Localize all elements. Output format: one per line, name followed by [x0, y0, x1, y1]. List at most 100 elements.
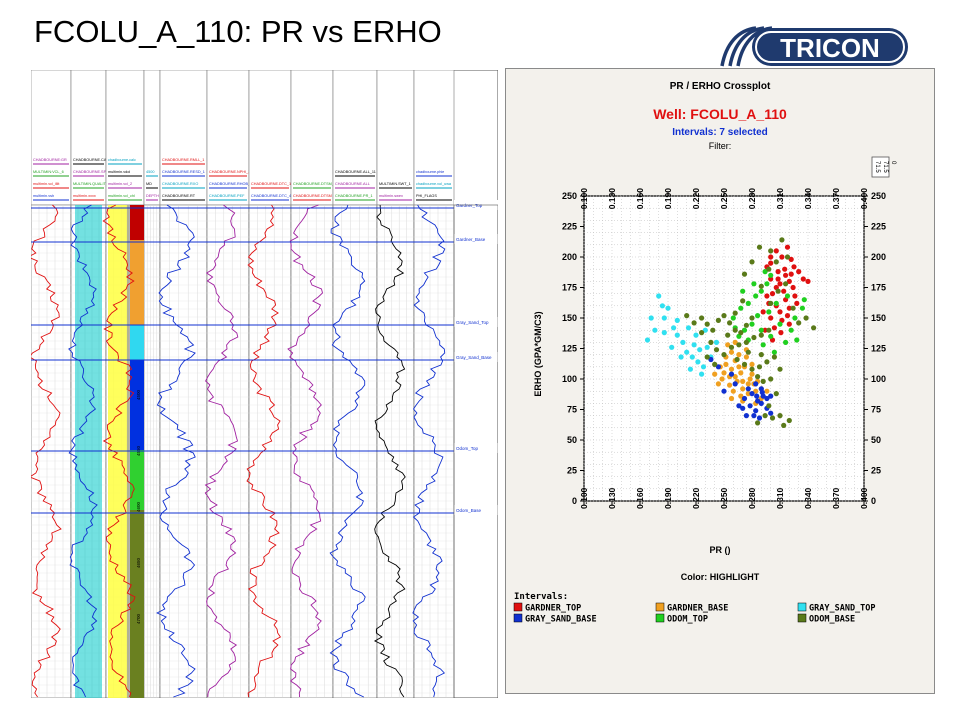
- interval-band: [130, 205, 144, 240]
- data-point: [669, 344, 675, 350]
- log-track-headers: multimin.vsh multimin.vcl_illit MULTIMIN:V…: [31, 70, 455, 206]
- data-point: [792, 293, 798, 299]
- data-point: [680, 339, 686, 345]
- data-point: [713, 347, 720, 353]
- side-tick-label: 71.5: [882, 161, 888, 173]
- data-point: [708, 339, 714, 345]
- plot-grid: [583, 195, 865, 502]
- track-header-label: CHADBOURNE.RT: [162, 194, 196, 198]
- track-header-label: CHADBOURNE:GR: [33, 158, 67, 162]
- data-point: [784, 293, 791, 299]
- interval-band: [130, 510, 144, 698]
- data-point: [644, 337, 651, 343]
- data-point: [689, 354, 695, 360]
- track-header-label: CHADBOURNE.DTC_4: [251, 194, 291, 198]
- track-header-label: multimin.vcl_chl: [108, 194, 135, 198]
- data-point: [734, 356, 740, 363]
- data-point: [769, 415, 776, 421]
- data-point: [768, 300, 774, 306]
- data-point: [732, 381, 738, 387]
- data-point: [738, 370, 744, 376]
- data-point: [740, 405, 746, 411]
- data-point: [721, 313, 727, 319]
- y-axis-label: ERHO (GPA*GM/C3): [533, 311, 543, 396]
- track-header: [105, 70, 145, 206]
- color-label: Color: HIGHLIGHT: [681, 572, 760, 582]
- data-point: [749, 366, 755, 372]
- data-point: [704, 344, 710, 350]
- y-tick-label: 75: [567, 405, 577, 415]
- data-point: [760, 378, 766, 384]
- data-point: [801, 297, 807, 303]
- data-point: [699, 315, 705, 321]
- data-point: [773, 300, 779, 306]
- data-point: [725, 342, 731, 348]
- data-point: [715, 364, 721, 370]
- data-point: [773, 248, 779, 254]
- track-header-label: chadbourne.vol_uwa: [416, 182, 452, 186]
- data-point: [764, 388, 770, 394]
- data-point: [691, 320, 697, 326]
- data-point: [727, 320, 733, 326]
- y-tick-label: 50: [567, 435, 577, 445]
- data-point: [764, 359, 770, 365]
- data-point: [759, 389, 765, 395]
- data-point: [781, 422, 787, 428]
- y-tick-label-right: 50: [871, 435, 881, 445]
- data-point: [674, 317, 680, 323]
- data-point: [699, 371, 705, 377]
- track-header-label: CHADBOURNE.PEF: [209, 194, 245, 198]
- depth-label: 4650: [136, 557, 141, 568]
- data-point: [755, 420, 761, 426]
- track-header: [248, 70, 292, 206]
- data-point: [768, 260, 774, 266]
- data-point: [758, 400, 764, 406]
- legend-title: Intervals:: [514, 592, 568, 602]
- track-header-label: multimin.vdol: [108, 170, 130, 174]
- x-tick-label: 0.250: [719, 487, 729, 509]
- data-point: [758, 352, 764, 358]
- data-point: [745, 386, 751, 392]
- formation-top-label: Gray_Sand_Base: [456, 355, 492, 360]
- track-header: [376, 70, 415, 206]
- x-tick-label: 0.280: [747, 487, 757, 509]
- data-point: [768, 315, 774, 321]
- data-point: [745, 300, 751, 306]
- data-point: [749, 321, 755, 327]
- data-point: [749, 391, 755, 397]
- data-point: [768, 333, 774, 339]
- intervals-note: Intervals: 7 selected: [672, 127, 768, 138]
- track-header: [206, 70, 250, 206]
- data-point: [721, 370, 727, 376]
- y-tick-label: 100: [562, 374, 577, 384]
- data-point: [713, 339, 720, 345]
- track-header-label: CHADBOURNE.DTSM: [293, 194, 332, 198]
- track-header-label: PHI_FLAGS: [416, 194, 437, 198]
- data-point: [753, 293, 759, 299]
- data-point: [766, 266, 772, 272]
- track-header: [413, 70, 455, 206]
- data-point: [766, 327, 772, 333]
- data-point: [728, 395, 735, 402]
- data-point: [740, 378, 746, 384]
- y-tick-label-right: 75: [871, 405, 881, 415]
- data-point: [728, 344, 735, 350]
- crossplot-panel: PR / ERHO Crossplot Well: FCOLU_A_110 In…: [505, 68, 935, 694]
- data-point: [778, 330, 784, 336]
- x-tick-label: 0.310: [775, 487, 785, 509]
- depth-label: 4500: [136, 389, 141, 400]
- track-header-label: 4500: [146, 170, 154, 174]
- data-point: [777, 413, 783, 419]
- data-point: [736, 364, 742, 370]
- x-tick-label: 0.400: [859, 487, 869, 509]
- y-tick-label: 0: [572, 496, 577, 506]
- x-tick-label: 0.370: [831, 487, 841, 509]
- data-point: [743, 339, 749, 345]
- data-point: [783, 281, 789, 287]
- data-point: [740, 386, 746, 392]
- data-point: [777, 309, 783, 315]
- data-point: [656, 293, 662, 299]
- track-header-label: CHADBOURNE.PR_1: [335, 194, 373, 198]
- y-tick-label-right: 175: [871, 283, 886, 293]
- data-point: [771, 325, 777, 331]
